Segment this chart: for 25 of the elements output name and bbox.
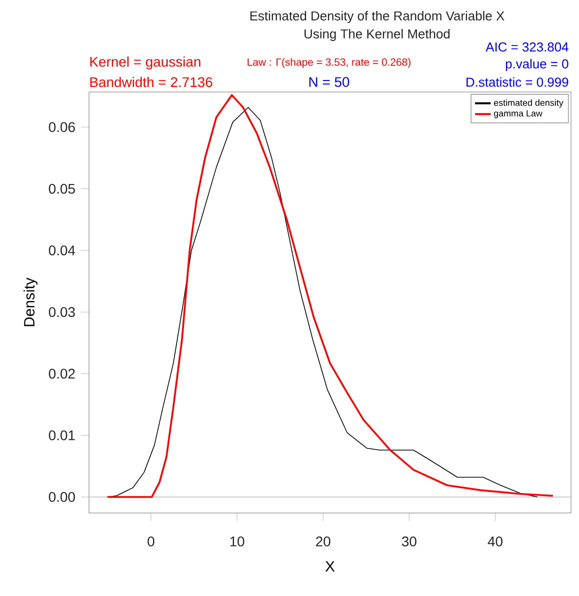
- chart-subtitle: Using The Kernel Method: [304, 28, 450, 42]
- legend-label: estimated density: [494, 99, 564, 108]
- text: Law : Γ(shape = 3.53, rate = 0.268): [248, 58, 410, 68]
- y-tick-label: 0.06: [48, 122, 75, 132]
- y-tick-label: 0.03: [48, 307, 75, 317]
- x-tick-label: 10: [230, 536, 244, 546]
- text: Bandwidth = 2.7136: [90, 76, 212, 88]
- legend-label: gamma Law: [494, 110, 542, 118]
- y-axis-title: Density: [24, 278, 38, 326]
- x-tick-label: 40: [488, 536, 502, 546]
- x-axis-title: X: [325, 561, 335, 572]
- x-tick-label: 30: [402, 536, 416, 546]
- x-tick-label: 0: [148, 536, 154, 546]
- text: D.statistic = 0.999: [466, 77, 568, 87]
- text: AIC = 323.804: [486, 42, 568, 52]
- chart-title: Estimated Density of the Random Variable X: [250, 10, 504, 24]
- y-tick-label: 0.00: [48, 492, 75, 502]
- x-tick-label: 20: [316, 536, 330, 546]
- y-tick-label: 0.05: [48, 184, 75, 194]
- y-tick-label: 0.01: [48, 430, 75, 440]
- text: Kernel = gaussian: [90, 56, 200, 70]
- y-tick-label: 0.02: [48, 368, 75, 379]
- text: N = 50: [309, 77, 350, 87]
- text: p.value = 0: [506, 58, 568, 72]
- y-tick-label: 0.04: [48, 245, 76, 256]
